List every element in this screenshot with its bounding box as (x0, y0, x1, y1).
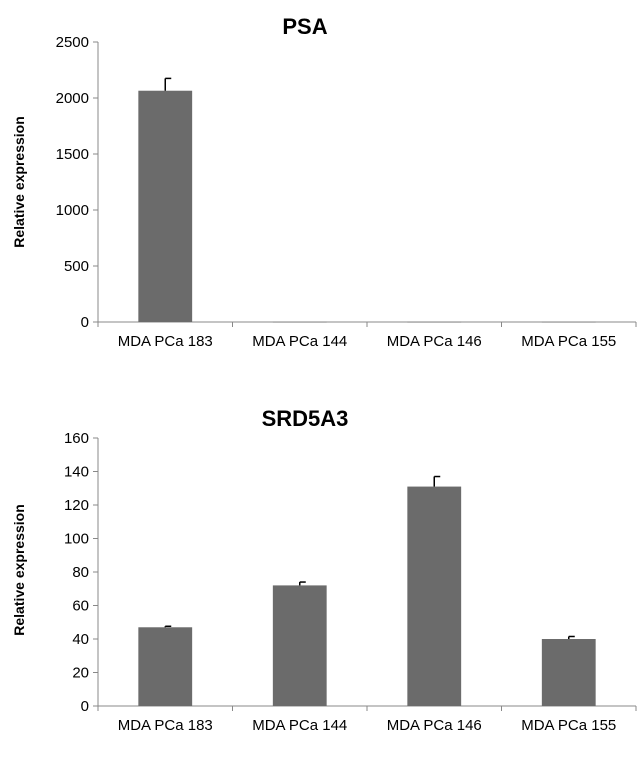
bar (407, 486, 462, 706)
y-tick-label: 120 (64, 497, 89, 514)
srd5a3-chart: SRD5A3 Relative expression 0 20 40 60 80 100 1… (0, 384, 637, 768)
y-tick-label: 2500 (56, 34, 89, 51)
category-label: MDA PCa 146 (387, 717, 482, 734)
y-tick-label: 500 (64, 258, 89, 275)
bar (407, 321, 462, 323)
y-tick-label: 0 (81, 314, 89, 331)
psa-plot-area: 0 500 1000 1500 2000 2500 MDA PCa 183 MDA PCa 1… (56, 34, 637, 350)
bar (272, 321, 327, 323)
y-tick-label: 1000 (56, 202, 89, 219)
y-tick-label: 100 (64, 531, 89, 548)
bar (541, 639, 596, 706)
category-label: MDA PCa 183 (118, 717, 213, 734)
y-tick-label: 40 (72, 631, 89, 648)
bar (541, 321, 596, 323)
srd5a3-plot-area: 0 20 40 60 80 100 120 140 160 MDA PCa 183 MDA PCa … (64, 430, 637, 734)
bar (138, 90, 193, 322)
category-label: MDA PCa 144 (252, 333, 347, 350)
bar (138, 627, 193, 706)
bar (272, 585, 327, 706)
y-tick-label: 160 (64, 430, 89, 447)
y-tick-label: 80 (72, 564, 89, 581)
category-label: MDA PCa 155 (521, 333, 616, 350)
chart-title: SRD5A3 (262, 406, 349, 431)
y-tick-label: 0 (81, 698, 89, 715)
y-tick-label: 20 (72, 665, 89, 682)
y-axis-label: Relative expression (11, 116, 27, 248)
category-label: MDA PCa 146 (387, 333, 482, 350)
psa-chart-svg: PSA Relative expression 0 500 1000 1500 2000… (11, 14, 637, 350)
y-tick-label: 140 (64, 464, 89, 481)
y-axis-label: Relative expression (11, 504, 27, 636)
psa-chart: PSA Relative expression 0 500 1000 1500 2000… (11, 14, 637, 350)
y-tick-label: 60 (72, 598, 89, 615)
y-tick-label: 1500 (56, 146, 89, 163)
srd5a3-chart-svg: SRD5A3 Relative expression 0 20 40 60 80 100 1… (11, 406, 637, 734)
category-label: MDA PCa 144 (252, 717, 347, 734)
category-label: MDA PCa 183 (118, 333, 213, 350)
y-tick-label: 2000 (56, 90, 89, 107)
category-label: MDA PCa 155 (521, 717, 616, 734)
chart-title: PSA (282, 14, 327, 39)
